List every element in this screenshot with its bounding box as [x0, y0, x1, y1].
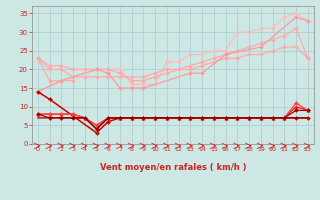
X-axis label: Vent moyen/en rafales ( km/h ): Vent moyen/en rafales ( km/h ) [100, 163, 246, 172]
